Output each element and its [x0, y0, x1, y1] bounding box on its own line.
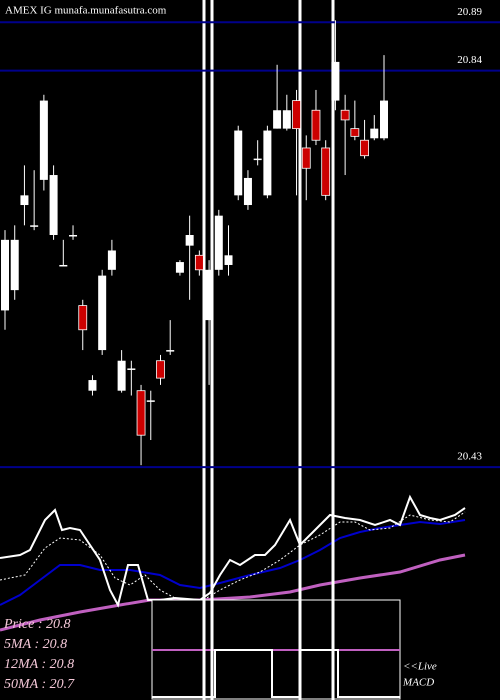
legend-ma5: 5MA : 20.8 — [4, 637, 67, 652]
candle-body — [127, 368, 136, 370]
y-tick-label: 20.89 — [457, 6, 482, 18]
indicator-lines — [0, 494, 466, 632]
candle-body — [98, 275, 107, 351]
candle-body — [214, 215, 223, 270]
ma12-line — [0, 519, 466, 606]
live-label: MACD — [402, 677, 434, 689]
candle-body — [39, 100, 48, 180]
candle-body — [350, 128, 360, 137]
candle-body — [49, 175, 58, 235]
candle-body — [88, 380, 97, 391]
candle-body — [30, 225, 39, 227]
candle-body — [136, 390, 146, 436]
y-tick-label: 20.84 — [457, 54, 482, 66]
candle-body — [360, 139, 369, 157]
candle-body — [10, 239, 19, 291]
macd-line — [152, 649, 400, 698]
candle-body — [224, 255, 233, 265]
candle-body — [117, 360, 126, 391]
live-label: <<Live — [403, 661, 437, 673]
legend-price: Price : 20.8 — [3, 617, 70, 632]
macd-box — [151, 599, 401, 700]
candle-body — [301, 147, 311, 169]
ma5-line — [0, 511, 466, 603]
candle-body — [78, 305, 88, 331]
candle-body — [321, 147, 331, 196]
candle-body — [185, 235, 194, 246]
candle-body — [59, 264, 68, 267]
legend-ma50: 50MA : 20.7 — [4, 677, 75, 692]
candle-body — [331, 61, 340, 101]
price-line — [0, 494, 466, 608]
candle-body — [263, 130, 272, 196]
chart-title: AMEX IG munafa.munafasutra.com — [5, 5, 167, 17]
legend-ma12: 12MA : 20.8 — [4, 657, 74, 672]
candle-body — [253, 158, 262, 161]
candle-body — [1, 239, 9, 311]
y-tick-label: 20.43 — [457, 451, 482, 463]
candle-body — [370, 128, 379, 139]
candle-body — [234, 130, 243, 196]
candle-body — [20, 195, 29, 206]
candle-body — [380, 100, 388, 139]
candle-body — [146, 400, 155, 402]
candle-body — [243, 177, 252, 206]
candle-body — [282, 110, 291, 129]
candle-body — [273, 110, 282, 129]
candle-body — [311, 109, 321, 141]
candle-body — [205, 269, 214, 321]
candle-body — [194, 254, 204, 271]
candle-body — [166, 350, 175, 352]
candle-body — [107, 250, 116, 270]
candle-body — [175, 262, 184, 273]
candle-body — [340, 109, 350, 121]
ma50-line — [0, 553, 466, 632]
candle-body — [69, 235, 78, 237]
candle-body — [156, 360, 165, 379]
candle-body — [292, 100, 301, 130]
